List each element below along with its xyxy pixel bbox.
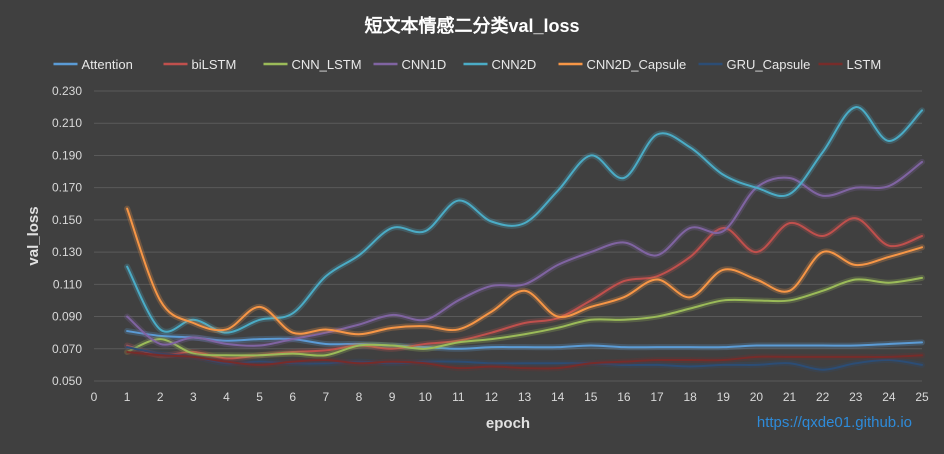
x-tick-label: 4 — [223, 390, 230, 404]
x-tick-label: 25 — [915, 390, 929, 404]
x-axis-ticks: 0 1 2 3 4 5 6 7 8 9 10 11 12 13 14 15 16 17 18 19 20 21 22 23 24… — [91, 390, 929, 404]
legend-label-cnn2d: CNN2D — [492, 57, 537, 72]
x-tick-label: 24 — [882, 390, 896, 404]
x-tick-label: 11 — [452, 390, 465, 404]
x-tick-label: 14 — [551, 390, 565, 404]
x-tick-label: 16 — [617, 390, 631, 404]
y-axis-ticks: 0.230 0.210 0.190 0.170 0.150 0.130 0.110 0.090… — [52, 84, 82, 388]
series-line-cnn-lstm — [126, 276, 923, 357]
y-tick-label: 0.070 — [52, 342, 82, 356]
x-axis-label: epoch — [486, 415, 530, 432]
legend-label-lstm: LSTM — [847, 57, 882, 72]
x-tick-label: 18 — [683, 390, 697, 404]
legend-label-gru-capsule: GRU_Capsule — [727, 57, 811, 72]
series-line-attention — [126, 330, 923, 350]
legend-label-bilstm: biLSTM — [192, 57, 237, 72]
legend-label-attention: Attention — [82, 57, 133, 72]
y-tick-label: 0.210 — [52, 116, 82, 130]
y-axis-label: val_loss — [25, 206, 42, 265]
x-tick-label: 17 — [650, 390, 664, 404]
series-line-gru-capsule — [126, 346, 923, 371]
chart-title: 短文本情感二分类val_loss — [364, 15, 579, 36]
y-tick-label: 0.050 — [52, 374, 82, 388]
x-tick-label: 5 — [256, 390, 263, 404]
x-tick-label: 20 — [750, 390, 764, 404]
x-tick-label: 8 — [356, 390, 363, 404]
y-tick-label: 0.190 — [52, 148, 82, 162]
x-tick-label: 6 — [289, 390, 296, 404]
y-tick-label: 0.110 — [53, 277, 82, 291]
series-line-cnn2d — [126, 106, 923, 334]
legend-label-cnn2d-capsule: CNN2D_Capsule — [587, 57, 687, 72]
x-tick-label: 1 — [124, 390, 131, 404]
gridlines — [94, 90, 922, 382]
series-line-cnn1d — [126, 160, 923, 347]
x-tick-label: 21 — [783, 390, 797, 404]
x-tick-label: 13 — [518, 390, 532, 404]
series-glow-cnn1d — [124, 158, 925, 349]
y-tick-label: 0.150 — [52, 213, 82, 227]
y-tick-label: 0.090 — [52, 310, 82, 324]
x-tick-label: 2 — [157, 390, 164, 404]
legend: Attention biLSTM CNN_LSTM CNN1D CNN2D CNN2D_C… — [53, 57, 882, 72]
y-tick-label: 0.170 — [52, 181, 82, 195]
legend-label-cnn1d: CNN1D — [402, 57, 447, 72]
series-line-lstm — [126, 351, 923, 370]
x-tick-label: 22 — [816, 390, 830, 404]
x-tick-label: 12 — [485, 390, 499, 404]
plot-area — [124, 104, 925, 373]
x-tick-label: 3 — [190, 390, 197, 404]
y-tick-label: 0.230 — [52, 84, 82, 98]
watermark-link[interactable]: https://qxde01.github.io — [757, 414, 912, 431]
x-tick-label: 9 — [389, 390, 396, 404]
series-line-cnn2d-capsule — [126, 207, 923, 336]
x-tick-label: 15 — [584, 390, 598, 404]
x-tick-label: 19 — [717, 390, 731, 404]
y-tick-label: 0.130 — [52, 245, 82, 259]
x-tick-label: 10 — [419, 390, 433, 404]
legend-label-cnn-lstm: CNN_LSTM — [292, 57, 362, 72]
x-tick-label: 7 — [322, 390, 329, 404]
x-tick-label: 0 — [91, 390, 98, 404]
x-tick-label: 23 — [849, 390, 863, 404]
